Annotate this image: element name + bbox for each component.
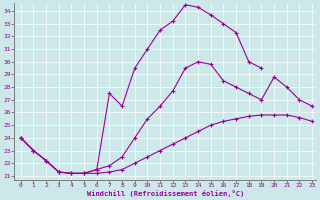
X-axis label: Windchill (Refroidissement éolien,°C): Windchill (Refroidissement éolien,°C) <box>86 190 244 197</box>
